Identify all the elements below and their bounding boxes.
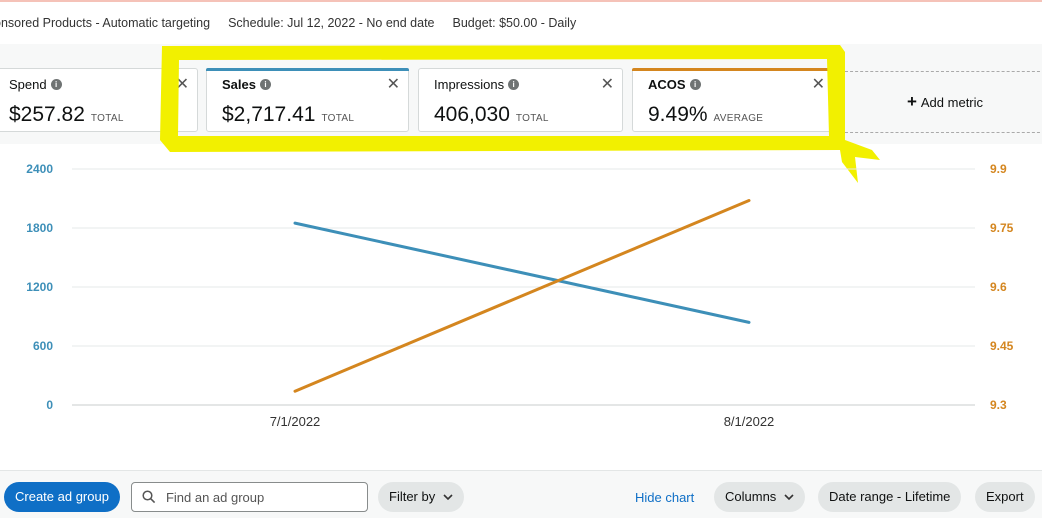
search-input[interactable] xyxy=(163,488,367,506)
info-icon[interactable]: i xyxy=(259,79,271,90)
date-range-button[interactable]: Date range - Lifetime xyxy=(818,482,962,512)
info-icon[interactable]: i xyxy=(508,79,520,90)
info-icon[interactable]: i xyxy=(689,79,701,90)
date-range-label: Date range - Lifetime xyxy=(829,489,951,504)
y-right-tick-label: 9.6 xyxy=(990,280,1007,294)
metric-aggregation: TOTAL xyxy=(90,113,124,124)
series-line-sales xyxy=(293,221,751,324)
metric-color-bar xyxy=(632,68,834,71)
y-left-tick-label: 1200 xyxy=(26,280,53,294)
campaign-info-bar: onsored Products - Automatic targeting S… xyxy=(0,2,1042,45)
metric-aggregation: TOTAL xyxy=(515,113,549,124)
add-metric-button[interactable]: + Add metric xyxy=(845,71,1042,133)
metric-label: Sales xyxy=(222,77,256,92)
x-tick-label: 7/1/2022 xyxy=(270,414,321,429)
export-button[interactable]: Export xyxy=(975,482,1035,512)
y-left-tick-label: 1800 xyxy=(26,221,53,235)
metric-card-impressions[interactable]: Impressions i 406,030 TOTAL ✕ xyxy=(418,68,623,132)
metric-card-sales[interactable]: Sales i $2,717.41 TOTAL ✕ xyxy=(206,68,409,132)
metric-card-acos[interactable]: ACOS i 9.49% AVERAGE ✕ xyxy=(632,68,834,132)
x-tick-label: 8/1/2022 xyxy=(724,414,775,429)
metric-value: $257.82 xyxy=(9,103,85,126)
chevron-down-icon xyxy=(784,494,794,500)
hide-chart-link[interactable]: Hide chart xyxy=(635,490,695,505)
top-accent-line xyxy=(0,0,1042,2)
campaign-budget: Budget: $50.00 - Daily xyxy=(452,16,577,30)
ad-group-toolbar: Create ad group Filter by Hide chart Col… xyxy=(0,470,1042,518)
y-right-tick-label: 9.45 xyxy=(990,339,1014,353)
metric-aggregation: TOTAL xyxy=(321,113,355,124)
metric-value: 9.49% xyxy=(648,103,708,126)
plus-icon: + xyxy=(906,92,917,111)
metric-label: Impressions xyxy=(434,77,505,92)
close-icon[interactable]: ✕ xyxy=(811,76,825,93)
y-left-tick-label: 0 xyxy=(46,398,53,412)
y-left-tick-label: 600 xyxy=(33,339,53,353)
metric-value: 406,030 xyxy=(434,103,510,126)
campaign-schedule: Schedule: Jul 12, 2022 - No end date xyxy=(228,16,435,30)
close-icon[interactable]: ✕ xyxy=(386,76,400,93)
info-icon[interactable]: i xyxy=(50,79,62,90)
close-icon[interactable]: ✕ xyxy=(175,76,189,93)
metric-value: $2,717.41 xyxy=(222,103,316,126)
columns-label: Columns xyxy=(725,489,777,504)
export-label: Export xyxy=(986,489,1024,504)
metric-label: Spend xyxy=(9,77,47,92)
metric-aggregation: AVERAGE xyxy=(713,113,764,124)
series-line-acos xyxy=(293,199,751,393)
y-right-tick-label: 9.75 xyxy=(990,221,1014,235)
filter-by-label: Filter by xyxy=(389,489,436,504)
filter-by-button[interactable]: Filter by xyxy=(378,482,465,512)
y-right-tick-label: 9.3 xyxy=(990,398,1007,412)
line-chart: 2400 9.9 1800 9.75 1200 9.6 600 9.45 0 9.3 7/1/202… xyxy=(26,162,1014,429)
campaign-type: onsored Products - Automatic targeting xyxy=(0,16,211,30)
columns-button[interactable]: Columns xyxy=(714,482,806,512)
search-box xyxy=(131,482,368,512)
metric-label: ACOS xyxy=(648,77,686,92)
close-icon[interactable]: ✕ xyxy=(600,76,614,93)
add-metric-label: Add metric xyxy=(920,94,984,110)
metric-card-spend[interactable]: Spend i $257.82 TOTAL ✕ xyxy=(0,68,198,132)
search-icon xyxy=(142,490,156,504)
metric-color-bar xyxy=(206,68,409,71)
create-ad-group-button[interactable]: Create ad group xyxy=(4,482,120,512)
chevron-down-icon xyxy=(443,494,453,500)
y-left-tick-label: 2400 xyxy=(26,162,53,176)
y-right-tick-label: 9.9 xyxy=(990,162,1007,176)
